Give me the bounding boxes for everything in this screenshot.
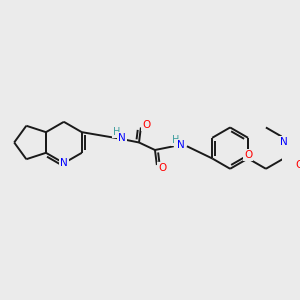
Text: O: O: [158, 163, 166, 173]
Text: O: O: [296, 160, 300, 170]
Text: N: N: [118, 133, 126, 143]
Text: H: H: [113, 127, 120, 137]
Text: N: N: [280, 136, 288, 146]
Text: N: N: [60, 158, 68, 168]
Text: O: O: [142, 120, 151, 130]
Text: O: O: [244, 150, 252, 160]
Text: H: H: [172, 135, 179, 145]
Text: N: N: [177, 140, 185, 150]
